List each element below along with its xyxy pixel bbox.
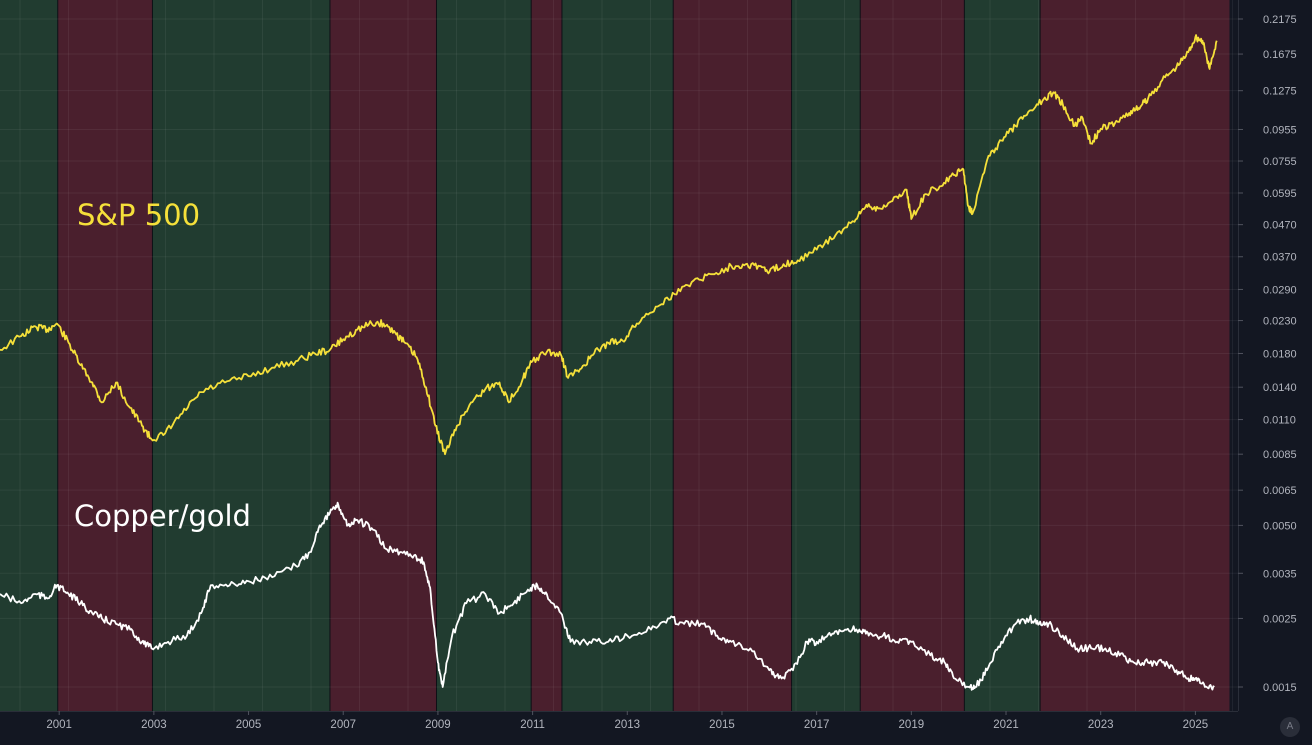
y-tick-label: 0.0110 [1263, 415, 1296, 427]
x-tick-label: 2017 [804, 719, 830, 731]
x-tick-label: 2011 [520, 719, 545, 731]
y-tick-label: 0.0290 [1263, 284, 1297, 296]
grid-lines [0, 0, 1238, 711]
y-tick-label: 0.0180 [1263, 348, 1297, 360]
x-tick-label: 2005 [236, 719, 262, 731]
y-tick-label: 0.0595 [1263, 188, 1297, 200]
series-lines [0, 34, 1218, 691]
regime-band-red [329, 0, 437, 711]
regime-band-red [673, 0, 792, 711]
series-line-sp500 [0, 34, 1218, 456]
y-tick-label: 0.0085 [1263, 449, 1297, 461]
y-tick-label: 0.0140 [1263, 382, 1297, 394]
price-axis[interactable]: 0.2175 0.1675 0.1275 0.0955 0.0755 0.0595 0.04… [1238, 0, 1312, 745]
y-tick-label: 0.0755 [1263, 156, 1297, 168]
x-tick-label: 2023 [1088, 719, 1114, 731]
x-tick-label: 2001 [46, 719, 72, 731]
y-tick-label: 0.0050 [1263, 520, 1297, 532]
y-tick-label: 0.0065 [1263, 485, 1297, 497]
regime-band-green [152, 0, 330, 711]
y-tick-label: 0.0370 [1263, 252, 1297, 264]
x-tick-label: 2019 [899, 719, 925, 731]
y-tick-label: 0.0015 [1263, 682, 1297, 694]
x-tick-label: 2003 [141, 719, 167, 731]
y-tick-label: 0.1275 [1263, 86, 1297, 98]
x-tick-label: 2015 [709, 719, 735, 731]
y-tick-label: 0.0035 [1263, 568, 1297, 580]
copper-gold-label: Copper/gold [74, 499, 251, 533]
time-axis-background [0, 711, 1312, 745]
regime-band-red [1040, 0, 1230, 711]
sp500-label: S&P 500 [77, 198, 200, 232]
regime-band-green [791, 0, 861, 711]
time-axis[interactable]: 2001 2003 2005 2007 2009 2011 2013 2015 2017 2019… [0, 711, 1312, 745]
auto-scale-button[interactable]: A [1280, 717, 1300, 737]
regime-band-green [436, 0, 532, 711]
y-tick-label: 0.0230 [1263, 316, 1297, 328]
series-line-copper-gold [0, 501, 1215, 691]
price-axis-background [1238, 0, 1312, 745]
regime-band-green [0, 0, 58, 711]
y-tick-label: 0.0955 [1263, 124, 1297, 136]
regime-band-green [964, 0, 1041, 711]
y-tick-label: 0.2175 [1263, 14, 1297, 26]
x-tick-label: 2009 [425, 719, 451, 731]
regime-band-green [561, 0, 674, 711]
y-tick-label: 0.1675 [1263, 49, 1297, 61]
regime-band-red [57, 0, 153, 711]
regime-band-red [860, 0, 965, 711]
y-tick-label: 0.0025 [1263, 613, 1297, 625]
y-tick-label: 0.0470 [1263, 220, 1297, 232]
regime-bands [0, 0, 1230, 711]
x-tick-label: 2013 [614, 719, 640, 731]
x-tick-label: 2025 [1183, 719, 1209, 731]
x-tick-label: 2007 [330, 719, 356, 731]
x-tick-label: 2021 [993, 719, 1019, 731]
